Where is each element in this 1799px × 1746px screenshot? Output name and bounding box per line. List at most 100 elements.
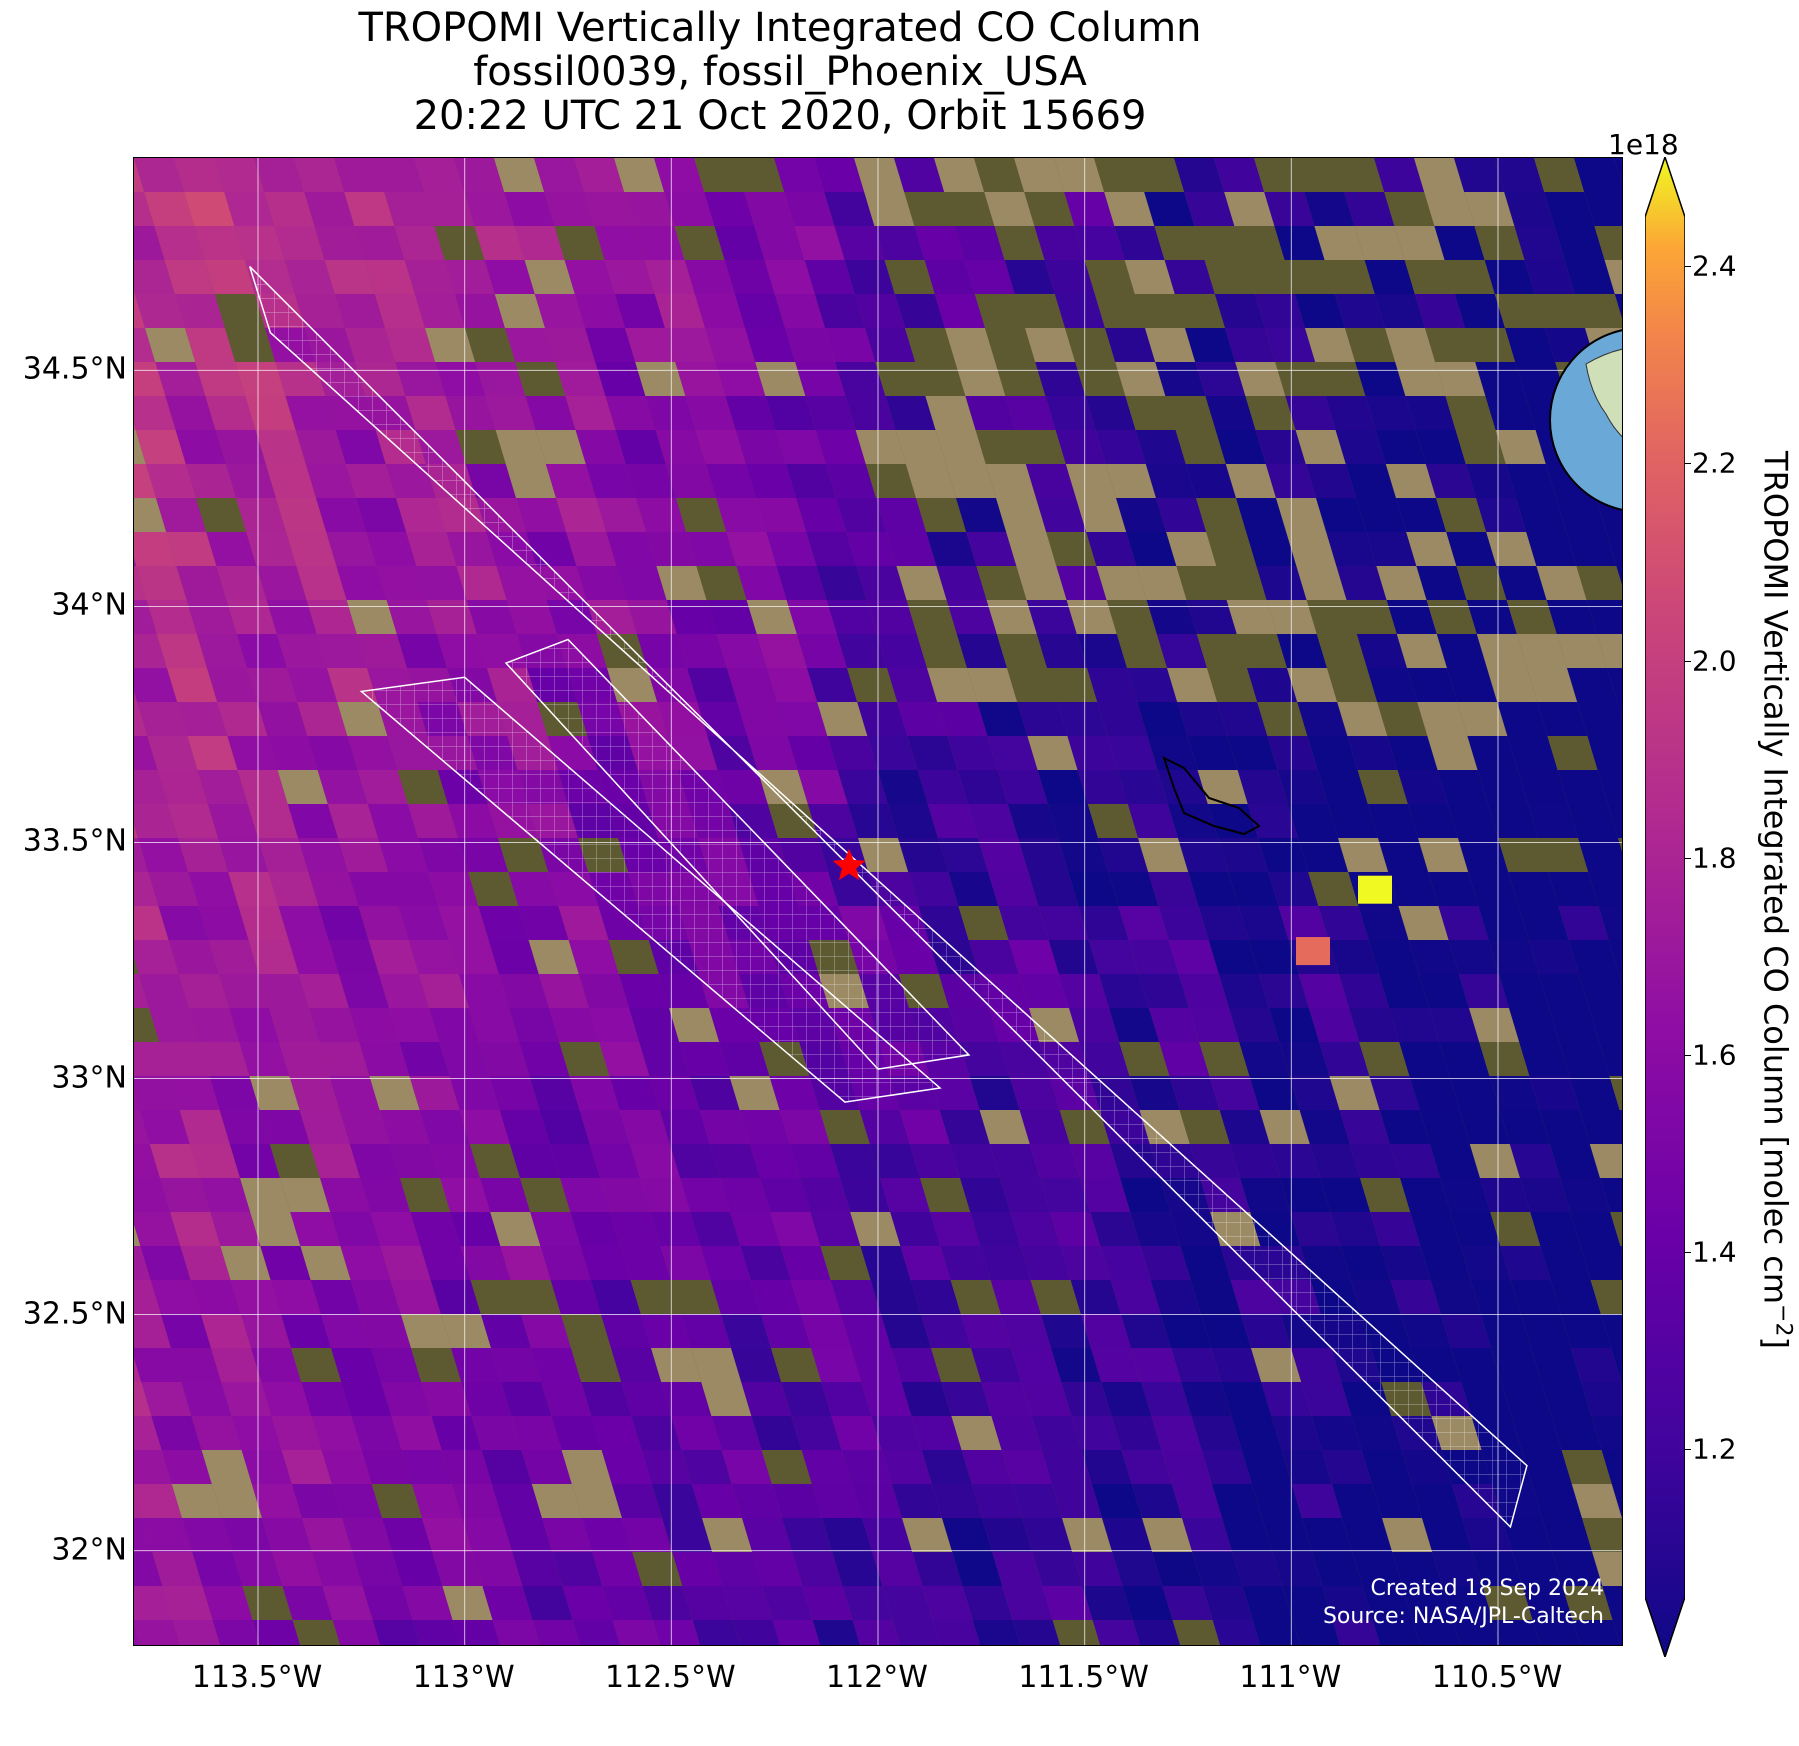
co-pixel [1189,1144,1240,1178]
co-pixel [1539,1110,1590,1144]
co-pixel [794,226,845,260]
co-pixel [187,736,238,770]
colorbar-tick-label: 1.4 [1692,1235,1737,1269]
map-title-line2: fossil0039, fossil_Phoenix_USA [473,49,1087,95]
co-pixel [870,1280,921,1314]
co-pixel [1162,1586,1213,1620]
co-pixel [350,1280,401,1314]
co-pixel [736,566,787,600]
co-pixel [1480,1314,1531,1348]
co-pixel [1334,294,1385,328]
co-pixel [860,1246,911,1280]
co-pixel [186,600,237,634]
co-pixel [1578,974,1622,1008]
co-pixel [661,1382,712,1416]
co-pixel [134,1212,181,1246]
co-pixel [140,1246,191,1280]
co-pixel [147,736,198,770]
co-pixel [1316,634,1367,668]
co-pixel [650,1212,701,1246]
co-pixel [1404,260,1455,294]
co-pixel [861,1382,912,1416]
map-panel[interactable]: Created 18 Sep 2024 Source: NASA/JPL-Cal… [133,157,1623,1646]
co-pixel [990,1280,1041,1314]
co-pixel [237,770,288,804]
co-pixel [985,328,1036,362]
co-pixel [180,1246,231,1280]
co-pixel [360,1178,411,1212]
co-pixel [1171,1484,1222,1518]
co-pixel [620,1246,671,1280]
co-pixel [317,770,368,804]
co-pixel [1030,1280,1081,1314]
co-pixel [1006,532,1057,566]
co-pixel [224,192,275,226]
co-pixel [337,702,388,736]
co-pixel [706,600,757,634]
co-pixel [269,1144,320,1178]
co-pixel [664,192,715,226]
co-pixel [1205,396,1256,430]
co-pixel [392,1552,443,1586]
swath-footprint [359,676,942,1103]
co-pixel [1327,668,1378,702]
star-icon [832,848,866,881]
co-pixel [1102,1518,1153,1552]
co-pixel [286,532,337,566]
co-pixel [927,804,978,838]
co-pixel [1092,1620,1141,1645]
co-pixel [986,600,1037,634]
co-pixel [1469,1008,1520,1042]
co-pixel [218,838,269,872]
co-pixel [402,1586,453,1620]
co-pixel [1286,532,1337,566]
colorbar-tick-mark [1685,266,1691,268]
co-pixel [566,532,617,566]
co-pixel [1136,566,1187,600]
co-pixel [1538,838,1589,872]
co-pixel [331,1484,382,1518]
co-pixel [1349,1144,1400,1178]
co-pixel [1065,328,1116,362]
co-pixel [1222,1518,1273,1552]
co-pixel [1025,464,1076,498]
co-pixel [1091,1484,1142,1518]
co-pixel [1567,668,1618,702]
co-pixel [534,158,585,192]
co-pixel [530,1212,581,1246]
co-pixel [458,838,509,872]
colorbar-tick-mark [1685,1449,1691,1451]
co-pixel [1081,1450,1132,1484]
co-pixel [1425,464,1476,498]
co-pixel [1056,566,1107,600]
co-pixel [1134,158,1185,192]
co-pixel [571,1348,622,1382]
longitude-tick-label: 113.5°W [191,1660,323,1695]
co-pixel [1467,736,1518,770]
co-pixel [1322,1586,1373,1620]
co-pixel [281,1450,332,1484]
co-pixel [272,1552,323,1586]
co-pixel [332,1620,381,1645]
map-title-line3: 20:22 UTC 21 Oct 2020, Orbit 15669 [413,93,1147,139]
co-pixel [1054,158,1105,192]
co-pixel [1084,260,1135,294]
co-pixel [1116,634,1167,668]
co-pixel [1236,634,1287,668]
co-pixel [589,1008,640,1042]
co-pixel [800,1178,851,1212]
co-pixel [378,838,429,872]
co-pixel [1411,1484,1462,1518]
co-pixel [134,192,155,226]
co-pixel [511,1416,562,1450]
co-pixel [689,1076,740,1110]
co-pixel [489,1076,540,1110]
co-pixel [261,1382,312,1416]
co-pixel [1166,532,1217,566]
co-pixel [886,532,937,566]
co-pixel [1215,430,1266,464]
credits-box: Created 18 Sep 2024 Source: NASA/JPL-Cal… [1323,1575,1604,1631]
co-pixel [501,1382,552,1416]
co-pixel [1345,328,1396,362]
co-pixel [1145,464,1196,498]
